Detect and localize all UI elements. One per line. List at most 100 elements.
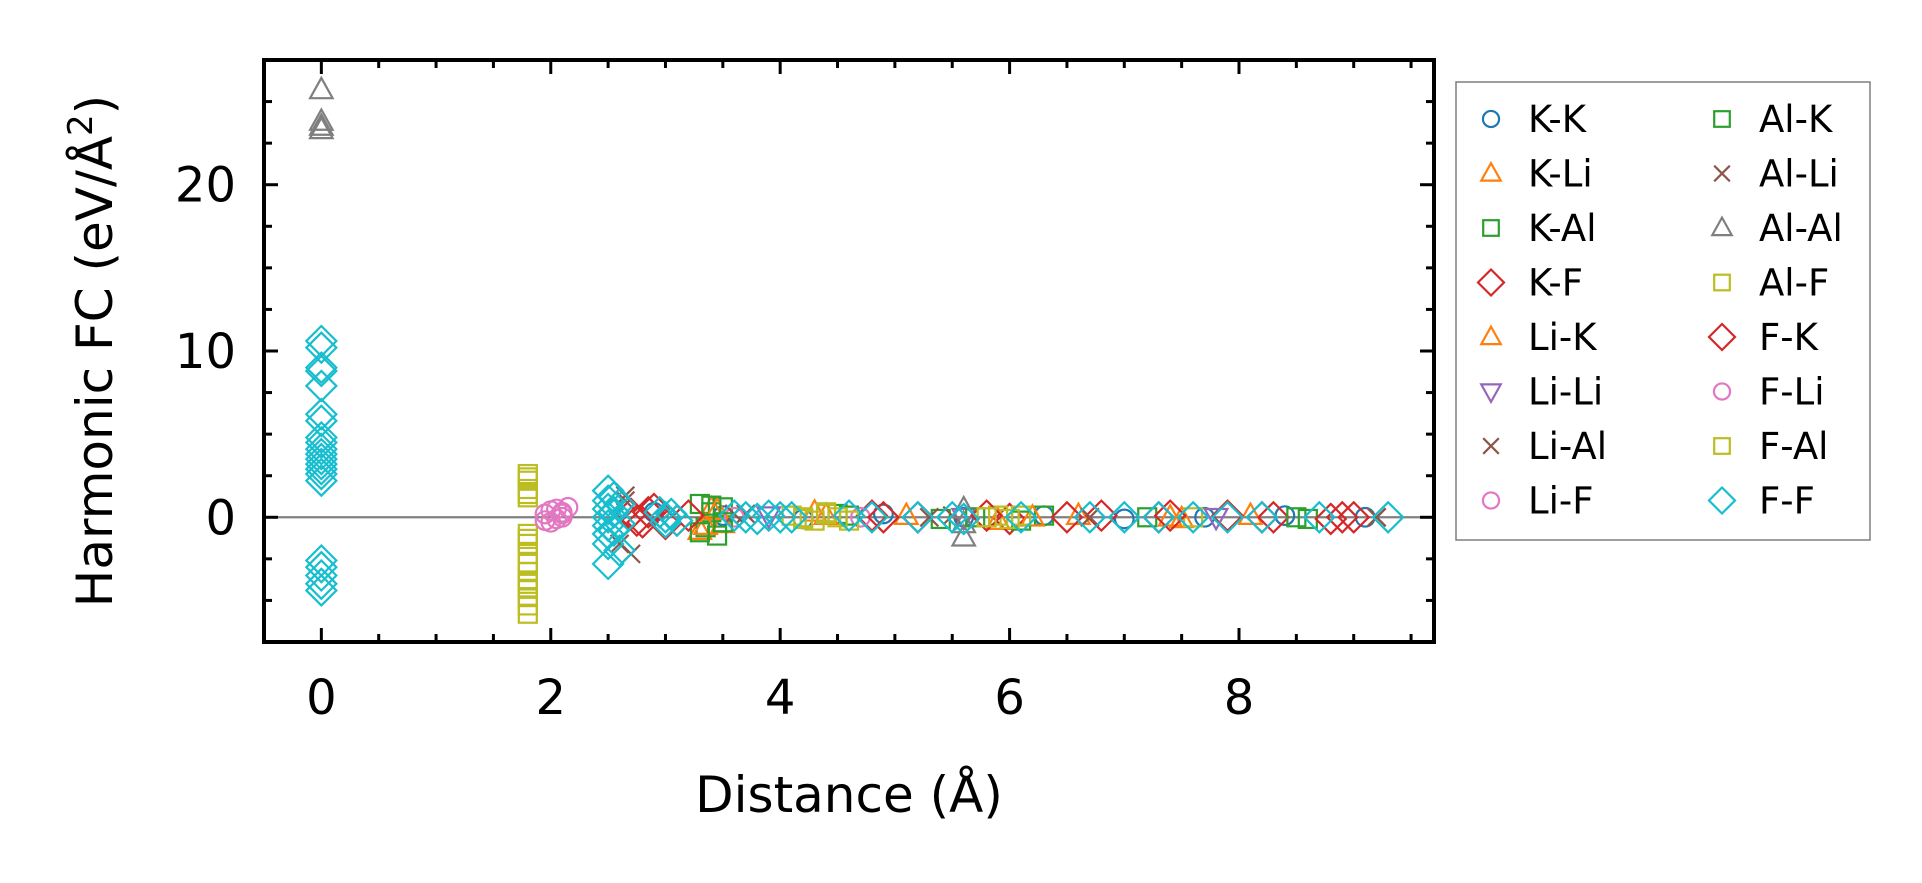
data-point	[1371, 500, 1405, 534]
data-point	[763, 500, 797, 534]
plot-frame	[262, 58, 1436, 644]
data-point	[304, 442, 338, 476]
data-points	[304, 75, 1405, 624]
data-point	[1153, 499, 1187, 533]
y-tick-label: 10	[175, 324, 236, 380]
legend-marker	[1713, 110, 1731, 128]
x-tick-label: 8	[1224, 670, 1255, 726]
data-point	[308, 115, 335, 140]
x-axis-title: Distance (Å)	[695, 766, 1003, 824]
data-point	[1325, 500, 1359, 534]
data-point	[866, 500, 900, 534]
legend-item: F-F	[1707, 480, 1815, 523]
data-point	[304, 351, 338, 385]
data-point	[775, 500, 809, 534]
y-axis-title-main: Harmonic FC (eV/Å	[66, 136, 124, 607]
legend-marker	[1713, 164, 1731, 183]
data-point	[1302, 500, 1336, 534]
legend-label: F-F	[1759, 480, 1815, 523]
legend-item: Li-F	[1481, 480, 1594, 523]
data-point	[517, 483, 538, 505]
data-point	[1050, 500, 1084, 534]
data-point	[603, 487, 637, 521]
data-point	[855, 500, 889, 534]
data-point	[609, 534, 630, 554]
x-tick-label: 4	[765, 670, 796, 726]
data-point	[308, 75, 335, 100]
data-point	[935, 500, 969, 534]
data-point	[832, 499, 866, 533]
data-point	[517, 467, 538, 488]
data-point	[648, 500, 683, 534]
legend-item: K-Al	[1482, 207, 1597, 250]
data-point	[950, 509, 977, 534]
legend-item: Al-K	[1713, 98, 1834, 141]
data-point	[546, 508, 567, 530]
data-point	[1245, 500, 1279, 534]
legend-marker	[1707, 322, 1737, 352]
legend-marker	[1707, 485, 1737, 516]
data-point	[752, 499, 786, 533]
data-point	[304, 354, 338, 388]
legend-label: K-Li	[1528, 153, 1593, 196]
data-point	[703, 496, 731, 520]
data-point	[950, 522, 977, 547]
data-point	[919, 507, 940, 528]
data-point	[1142, 500, 1176, 534]
legend-item: Al-F	[1713, 262, 1829, 305]
data-point	[671, 499, 705, 533]
series-Al-Al	[308, 75, 977, 547]
legend-label: Li-K	[1528, 316, 1598, 359]
legend-marker	[1479, 160, 1503, 182]
data-point	[1010, 505, 1032, 526]
series-F-Li	[534, 496, 579, 532]
data-point	[901, 500, 935, 534]
data-point	[855, 499, 889, 533]
data-point	[591, 484, 625, 518]
data-point	[304, 464, 338, 498]
legend-item: Li-Al	[1482, 425, 1607, 468]
data-point	[591, 492, 625, 526]
data-point	[689, 522, 710, 543]
data-point	[304, 404, 338, 438]
data-point	[304, 567, 338, 601]
legend-item: K-Li	[1479, 153, 1593, 196]
legend-marker	[1479, 324, 1503, 346]
legend-item: Al-Al	[1710, 207, 1843, 250]
data-point	[304, 550, 338, 584]
legend-item: Li-K	[1479, 316, 1598, 359]
legend-label: Al-Li	[1759, 153, 1839, 196]
x-tick-labels: 0 2 4 6 8	[306, 670, 1254, 726]
data-point	[1210, 500, 1245, 534]
y-tick-label: 20	[175, 158, 236, 214]
data-point	[308, 112, 335, 136]
legend-marker	[1482, 437, 1500, 455]
data-point	[1084, 499, 1118, 533]
y-axis-title-superscript: 2	[61, 114, 101, 136]
data-point	[1366, 507, 1387, 528]
axis-ticks	[262, 58, 1434, 644]
legend-label: F-K	[1759, 316, 1820, 359]
data-point	[1065, 501, 1092, 525]
data-point	[1107, 500, 1141, 534]
data-point	[304, 420, 338, 455]
data-point	[304, 397, 338, 431]
data-point	[308, 107, 335, 131]
legend-label: Li-Li	[1528, 371, 1603, 414]
x-tick-label: 6	[994, 670, 1025, 726]
data-point	[893, 501, 920, 525]
data-point	[1256, 500, 1290, 534]
data-point	[597, 495, 631, 529]
data-point	[304, 573, 338, 608]
data-point	[1237, 501, 1264, 525]
data-point	[597, 514, 631, 548]
legend-frame	[1455, 81, 1871, 541]
legend-item: F-K	[1707, 316, 1820, 359]
data-point	[717, 499, 751, 533]
data-point	[591, 547, 625, 581]
y-axis-title: Harmonic FC (eV/Å2)	[61, 95, 124, 607]
legend-marker	[1713, 437, 1731, 455]
data-point	[1113, 508, 1135, 530]
data-point	[304, 447, 338, 481]
data-point	[1004, 500, 1038, 534]
